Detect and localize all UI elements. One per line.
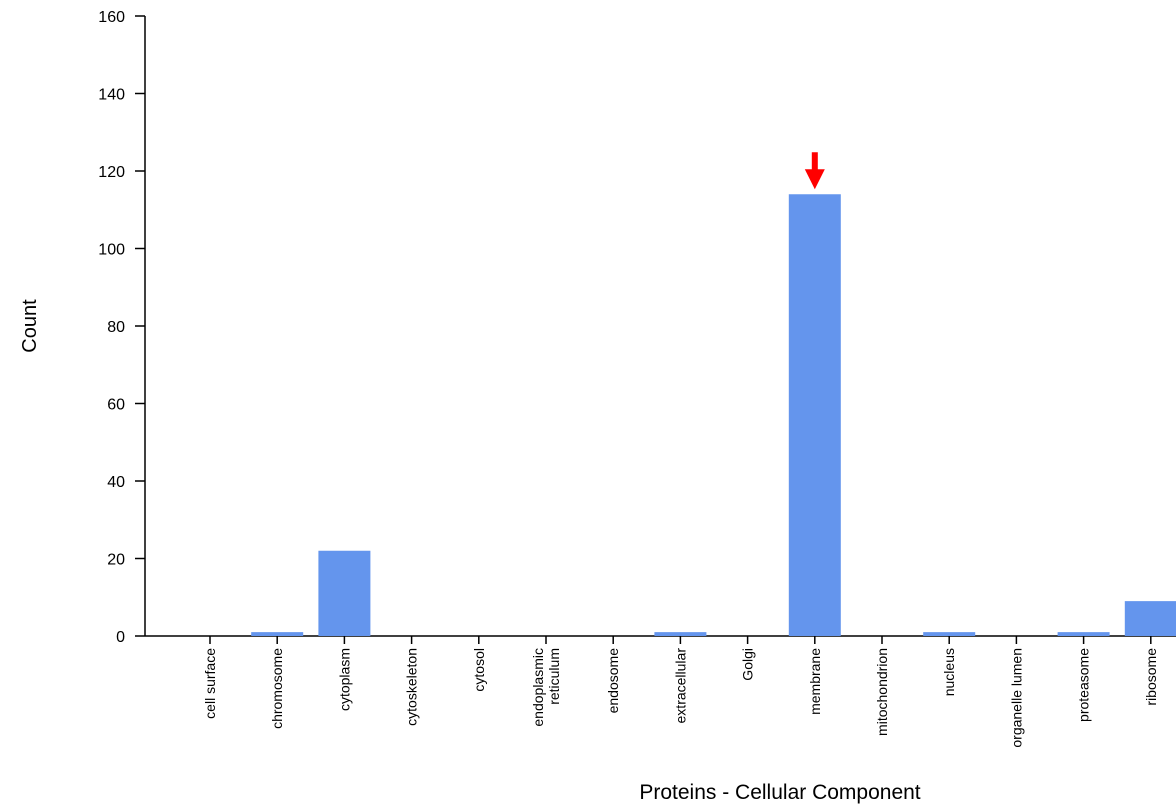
x-tick-label: nucleus xyxy=(941,648,957,696)
y-tick-label: 60 xyxy=(107,397,125,414)
x-tick-label: cell surface xyxy=(202,648,218,719)
x-axis-title: Proteins - Cellular Component xyxy=(639,781,920,804)
x-tick-label: endoplasmic xyxy=(530,648,546,727)
x-tick-label: endosome xyxy=(605,648,621,714)
y-tick-label: 160 xyxy=(98,9,125,26)
x-tick-label-group: ribosome xyxy=(1143,648,1159,706)
x-tick-label-group: membrane xyxy=(807,648,823,715)
x-tick-label-group: extracellular xyxy=(672,648,688,724)
y-tick-label: 40 xyxy=(107,474,125,491)
x-tick-label: cytoskeleton xyxy=(404,648,420,726)
y-tick-label: 0 xyxy=(116,629,125,646)
x-tick-label-group: chromosome xyxy=(269,648,285,729)
bar-membrane xyxy=(788,194,841,636)
y-tick-label: 80 xyxy=(107,319,125,336)
bars xyxy=(251,194,1176,636)
x-tick-label: organelle lumen xyxy=(1008,648,1024,748)
x-tick-label: mitochondrion xyxy=(874,648,890,736)
y-tick-label: 140 xyxy=(98,87,125,104)
x-tick-label-group: organelle lumen xyxy=(1008,648,1024,748)
x-tick-label-group: Golgi xyxy=(740,648,756,681)
x-tick-label: proteasome xyxy=(1076,648,1092,722)
x-tick-label-group: cytosol xyxy=(471,648,487,692)
annotations xyxy=(804,152,825,190)
x-tick-label-group: proteasome xyxy=(1076,648,1092,722)
bar-nucleus xyxy=(923,632,976,636)
bar-cytoplasm xyxy=(318,550,371,636)
x-tick-label: ribosome xyxy=(1143,648,1159,706)
x-tick-label-group: endosome xyxy=(605,648,621,714)
x-tick-label-group: cytoskeleton xyxy=(404,648,420,726)
bar-ribosome xyxy=(1124,601,1176,636)
x-tick-label: chromosome xyxy=(269,648,285,729)
y-ticks: 0 20 40 60 80 100 120 140 160 xyxy=(98,9,145,646)
bar-chromosome xyxy=(251,632,304,636)
x-tick-label: Golgi xyxy=(740,648,756,681)
x-ticks: cell surface chromosome cytoplasm cytoskele… xyxy=(202,636,1159,748)
x-tick-label: extracellular xyxy=(672,648,688,724)
y-tick-label: 120 xyxy=(98,164,125,181)
bar-proteasome xyxy=(1057,632,1110,636)
highlight-arrow-icon xyxy=(804,152,825,190)
x-tick-label: reticulum xyxy=(546,648,562,705)
x-tick-label: cytoplasm xyxy=(336,648,352,711)
y-tick-label: 100 xyxy=(98,242,125,259)
x-tick-label-group: endoplasmic reticulum xyxy=(530,648,562,727)
x-tick-label-group: nucleus xyxy=(941,648,957,696)
x-tick-label-group: cell surface xyxy=(202,648,218,719)
x-tick-label: cytosol xyxy=(471,648,487,692)
y-tick-label: 20 xyxy=(107,552,125,569)
x-tick-label: membrane xyxy=(807,648,823,715)
x-tick-label-group: mitochondrion xyxy=(874,648,890,736)
y-axis-title: Count xyxy=(19,299,41,353)
bar-extracellular xyxy=(654,632,707,636)
x-tick-label-group: cytoplasm xyxy=(336,648,352,711)
